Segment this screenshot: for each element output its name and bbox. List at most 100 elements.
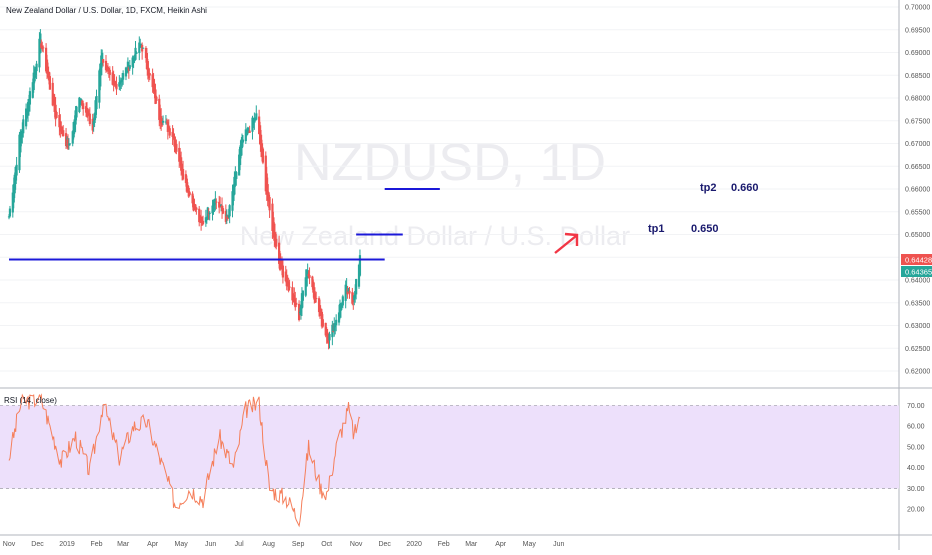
candle-body bbox=[301, 290, 304, 301]
rsi-axis[interactable]: 70.00 60.00 50.00 40.00 30.00 20.00 bbox=[907, 403, 925, 514]
candle-body bbox=[82, 103, 85, 109]
time-tick-label: Dec bbox=[378, 541, 391, 548]
arrow-annotation[interactable] bbox=[554, 232, 579, 254]
candle-body bbox=[261, 148, 265, 163]
candle-body bbox=[228, 205, 231, 217]
candle-body bbox=[35, 63, 38, 72]
candle-body bbox=[165, 121, 168, 123]
time-tick-label: Feb bbox=[438, 541, 450, 548]
candle-body bbox=[281, 265, 285, 278]
candle-body bbox=[134, 47, 137, 60]
candle-body bbox=[221, 208, 225, 214]
candle-body bbox=[241, 139, 245, 143]
candle-body bbox=[355, 279, 358, 295]
candle-body bbox=[128, 65, 131, 69]
time-tick-label: Jun bbox=[205, 541, 216, 548]
price-tick-label: 0.63000 bbox=[905, 323, 930, 330]
candle-body bbox=[252, 120, 255, 125]
candle-body bbox=[15, 164, 18, 176]
chart-title: New Zealand Dollar / U.S. Dollar, 1D, FX… bbox=[6, 6, 207, 15]
tp2-label: tp2 bbox=[700, 182, 717, 194]
rsi-tick-label: 20.00 bbox=[907, 507, 925, 514]
time-tick-label: May bbox=[175, 541, 189, 548]
candle-body bbox=[195, 207, 198, 210]
time-tick-label: Jul bbox=[235, 541, 244, 548]
candle-body bbox=[308, 275, 311, 278]
candle-body bbox=[140, 43, 143, 46]
price-tick-label: 0.65500 bbox=[905, 209, 930, 216]
time-tick-label: May bbox=[523, 541, 537, 548]
candle-body bbox=[181, 168, 185, 180]
time-tick-label: Oct bbox=[321, 541, 332, 548]
time-tick-label: Mar bbox=[117, 541, 130, 548]
rsi-series-line bbox=[8, 393, 361, 528]
rsi-tick-label: 40.00 bbox=[907, 465, 925, 472]
candle-body bbox=[8, 208, 12, 217]
candle-body bbox=[298, 311, 302, 313]
candle-body bbox=[328, 333, 331, 341]
time-tick-label: Sep bbox=[292, 541, 305, 548]
candle-body bbox=[299, 304, 303, 312]
price-tick-label: 0.69000 bbox=[905, 50, 930, 57]
time-tick-label: Jun bbox=[553, 541, 564, 548]
candle-body bbox=[341, 296, 344, 306]
price-tick-label: 0.68500 bbox=[905, 73, 930, 80]
rsi-band bbox=[0, 405, 899, 489]
candle-body bbox=[288, 286, 291, 288]
candle-body bbox=[102, 59, 105, 63]
candle-body bbox=[142, 47, 145, 49]
candle-series bbox=[7, 29, 362, 350]
candle-body bbox=[112, 78, 115, 85]
candle-body bbox=[168, 128, 171, 136]
candle-body bbox=[208, 212, 211, 214]
tp1-value: 0.650 bbox=[691, 223, 719, 235]
rsi-tick-label: 60.00 bbox=[907, 424, 925, 431]
candle-body bbox=[121, 77, 124, 82]
candle-body bbox=[42, 47, 45, 49]
candle-body bbox=[28, 91, 32, 105]
candle-body bbox=[171, 131, 174, 137]
price-tick-label: 0.65000 bbox=[905, 232, 930, 239]
rsi-tick-label: 30.00 bbox=[907, 486, 925, 493]
time-tick-label: 2019 bbox=[59, 541, 75, 548]
candle-body bbox=[154, 89, 157, 104]
time-tick-label: Apr bbox=[147, 541, 159, 548]
time-tick-label: Aug bbox=[262, 541, 275, 548]
candle-body bbox=[295, 302, 298, 305]
tp2-value: 0.660 bbox=[731, 182, 759, 194]
candle-body bbox=[78, 97, 81, 113]
watermark-name: New Zealand Dollar / U.S. Dollar bbox=[240, 221, 630, 251]
candle-body bbox=[353, 295, 356, 301]
candle-body bbox=[92, 121, 95, 125]
candle-body bbox=[332, 330, 335, 332]
price-tick-label: 0.67500 bbox=[905, 118, 930, 125]
candle-body bbox=[201, 220, 205, 225]
candle-body bbox=[271, 203, 274, 231]
candle-body bbox=[321, 319, 324, 327]
candle-body bbox=[108, 69, 111, 75]
candle-body bbox=[148, 73, 151, 76]
candle-body bbox=[161, 120, 165, 123]
candle-body bbox=[235, 172, 238, 179]
time-tick-label: Nov bbox=[350, 541, 363, 548]
time-axis[interactable]: Nov Dec 2019 Feb Mar Apr May Jun Jul Aug Sep Oct Nov… bbox=[3, 541, 565, 548]
candle-body bbox=[51, 82, 54, 106]
candle-body bbox=[135, 52, 138, 54]
horizontal-lines[interactable] bbox=[9, 188, 440, 261]
candle-body bbox=[188, 192, 191, 195]
candle-body bbox=[300, 293, 304, 309]
candle-body bbox=[88, 113, 91, 125]
candle-body bbox=[115, 83, 118, 90]
candle-body bbox=[18, 134, 21, 171]
candle-body bbox=[248, 130, 251, 133]
candle-body bbox=[62, 130, 65, 137]
candle-body bbox=[199, 215, 202, 218]
price-tick-label: 0.70000 bbox=[905, 5, 930, 12]
candle-body bbox=[48, 76, 51, 90]
candle-body bbox=[159, 109, 162, 123]
price-tick-label: 0.64000 bbox=[905, 278, 930, 285]
price-badge-green: 0.64365 bbox=[901, 266, 932, 277]
svg-text:0.64365: 0.64365 bbox=[905, 268, 932, 277]
